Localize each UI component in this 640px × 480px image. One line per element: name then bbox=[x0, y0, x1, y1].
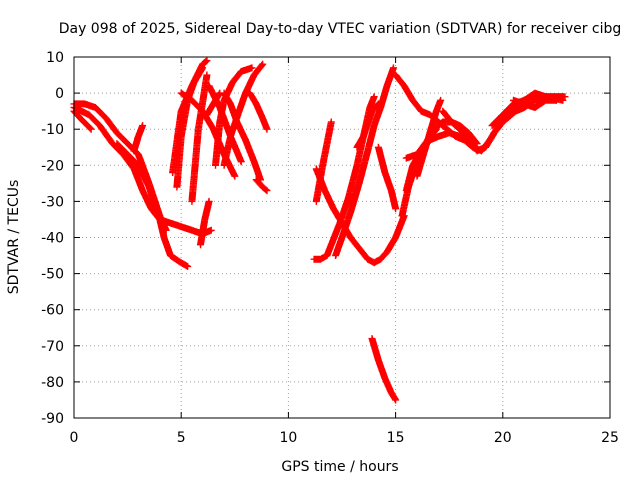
data-point-marker bbox=[252, 176, 271, 195]
series-arc19 bbox=[312, 165, 408, 267]
x-axis-label: GPS time / hours bbox=[281, 459, 398, 475]
series-arc7 bbox=[173, 64, 207, 191]
y-axis-label: SDTVAR / TECUs bbox=[6, 180, 22, 295]
series-arc20 bbox=[312, 118, 335, 205]
data-point-marker bbox=[368, 335, 400, 404]
y-tick-label: -20 bbox=[41, 158, 64, 174]
data-point-marker bbox=[413, 96, 445, 180]
series-arc15 bbox=[220, 60, 267, 169]
series-arc8 bbox=[188, 71, 211, 205]
series-arc9 bbox=[197, 197, 213, 249]
y-tick-label: -10 bbox=[41, 122, 64, 138]
x-tick-label: 25 bbox=[601, 430, 619, 446]
data-markers bbox=[70, 57, 569, 404]
series-arc21 bbox=[332, 64, 397, 259]
data-point-marker bbox=[312, 118, 335, 205]
series-arc13 bbox=[212, 64, 256, 169]
y-tick-label: -90 bbox=[41, 411, 64, 427]
series-arc30 bbox=[439, 107, 481, 148]
series-arc17 bbox=[252, 176, 271, 195]
series-arc24 bbox=[374, 143, 400, 213]
y-tick-label: -40 bbox=[41, 231, 64, 247]
y-tick-label: -80 bbox=[41, 375, 64, 391]
data-point-marker bbox=[197, 197, 213, 249]
x-tick-label: 20 bbox=[494, 430, 512, 446]
x-tick-label: 15 bbox=[387, 430, 405, 446]
data-point-marker bbox=[439, 107, 481, 148]
y-tick-label: 0 bbox=[55, 86, 64, 102]
y-tick-label: 10 bbox=[46, 50, 64, 66]
y-tick-label: -60 bbox=[41, 303, 64, 319]
x-tick-label: 10 bbox=[279, 430, 297, 446]
x-tick-label: 0 bbox=[70, 430, 79, 446]
series-arc32 bbox=[510, 96, 560, 111]
data-point-marker bbox=[392, 71, 569, 155]
series-arc23 bbox=[368, 335, 400, 404]
chart-title: Day 098 of 2025, Sidereal Day-to-day VTE… bbox=[59, 21, 622, 37]
series-arc29 bbox=[413, 96, 445, 180]
data-point-marker bbox=[353, 100, 382, 151]
data-point-marker bbox=[374, 143, 400, 213]
y-tick-label: -30 bbox=[41, 194, 64, 210]
data-point-marker bbox=[220, 60, 267, 169]
y-tick-label: -50 bbox=[41, 267, 64, 283]
series-arc5 bbox=[130, 122, 147, 155]
series-arc25 bbox=[392, 71, 569, 155]
data-point-marker bbox=[332, 64, 397, 259]
data-point-marker bbox=[188, 71, 211, 205]
data-point-marker bbox=[246, 89, 271, 133]
plot-frame bbox=[73, 56, 611, 419]
series-arc22 bbox=[353, 100, 382, 151]
data-point-marker bbox=[402, 129, 475, 195]
data-point-marker bbox=[113, 140, 192, 270]
data-point-marker bbox=[173, 64, 207, 191]
data-point-marker bbox=[510, 96, 560, 111]
y-tick-label: -70 bbox=[41, 339, 64, 355]
series-arc4 bbox=[113, 140, 192, 270]
data-point-marker bbox=[312, 165, 408, 267]
data-point-marker bbox=[130, 122, 147, 155]
series-arc16 bbox=[246, 89, 271, 133]
data-point-marker bbox=[212, 64, 256, 169]
series-arc27 bbox=[402, 129, 475, 195]
x-tick-label: 5 bbox=[177, 430, 186, 446]
